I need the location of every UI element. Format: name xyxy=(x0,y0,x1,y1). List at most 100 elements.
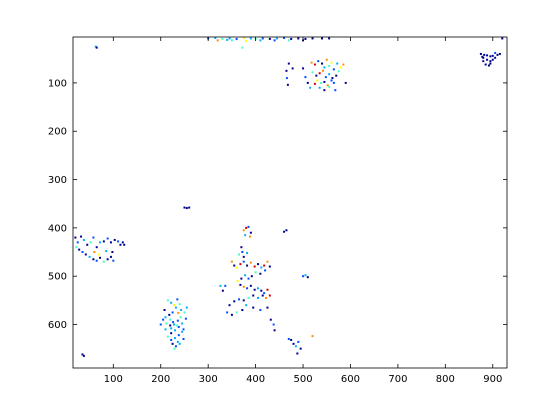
data-point xyxy=(487,64,490,67)
x-tick-label: 200 xyxy=(151,374,170,385)
data-point xyxy=(165,322,168,325)
data-point xyxy=(323,89,326,92)
data-point xyxy=(254,271,257,274)
data-point xyxy=(342,63,345,66)
data-point xyxy=(235,311,238,314)
data-point xyxy=(183,311,186,314)
data-point xyxy=(113,238,116,241)
data-point xyxy=(245,226,248,229)
data-point xyxy=(483,53,486,56)
data-point xyxy=(173,347,176,350)
data-point xyxy=(230,260,233,263)
data-point xyxy=(263,264,266,267)
data-point xyxy=(286,83,289,86)
data-point xyxy=(238,298,241,301)
data-point xyxy=(105,250,108,253)
data-point xyxy=(219,284,222,287)
data-point xyxy=(235,37,238,40)
data-point xyxy=(494,51,497,54)
data-point xyxy=(241,46,244,49)
data-point xyxy=(249,231,252,234)
data-point xyxy=(240,277,243,280)
data-point xyxy=(252,306,255,309)
data-point xyxy=(177,325,180,328)
data-point xyxy=(88,255,91,258)
x-tick-label: 700 xyxy=(388,374,407,385)
data-point xyxy=(171,311,174,314)
data-point xyxy=(247,225,250,228)
data-point xyxy=(240,246,243,249)
data-point xyxy=(498,52,501,55)
data-point xyxy=(117,240,120,243)
data-point xyxy=(242,299,245,302)
data-point xyxy=(335,74,338,77)
data-point xyxy=(164,328,167,331)
y-axis: 100 200 300 400 500 600 xyxy=(48,78,507,331)
data-point xyxy=(170,332,173,335)
data-point xyxy=(185,207,188,210)
data-point xyxy=(496,53,499,56)
data-point xyxy=(179,316,182,319)
data-point xyxy=(166,299,169,302)
data-point xyxy=(181,330,184,333)
data-point xyxy=(84,253,87,256)
data-point xyxy=(226,311,229,314)
data-point xyxy=(245,39,248,42)
data-point xyxy=(95,246,98,249)
data-point xyxy=(296,352,299,355)
data-point xyxy=(291,67,294,70)
data-point xyxy=(169,324,172,327)
data-point xyxy=(249,261,252,264)
data-point xyxy=(273,329,276,332)
data-point xyxy=(176,319,179,322)
data-point xyxy=(304,76,307,79)
data-point xyxy=(248,235,251,238)
data-point xyxy=(302,67,305,70)
data-point xyxy=(182,338,185,341)
data-point xyxy=(252,294,255,297)
data-point xyxy=(326,84,329,87)
data-point xyxy=(323,66,326,69)
data-point xyxy=(102,260,105,263)
data-point xyxy=(238,253,241,256)
data-point xyxy=(294,345,297,348)
x-tick-label: 600 xyxy=(341,374,360,385)
data-point xyxy=(170,327,173,330)
data-point xyxy=(259,272,262,275)
data-point xyxy=(109,241,112,244)
data-point xyxy=(178,342,181,345)
data-point xyxy=(260,289,263,292)
data-point xyxy=(273,39,276,42)
data-point xyxy=(106,258,109,261)
data-point xyxy=(339,66,342,69)
data-point xyxy=(169,318,172,321)
data-point xyxy=(228,304,231,307)
data-point xyxy=(245,304,248,307)
data-point xyxy=(246,287,249,290)
data-point xyxy=(214,36,217,39)
data-point xyxy=(106,237,109,240)
data-point xyxy=(272,323,275,326)
data-point xyxy=(328,37,331,40)
data-point xyxy=(230,39,233,42)
data-point xyxy=(328,85,331,88)
data-point xyxy=(170,301,173,304)
data-point xyxy=(306,276,309,279)
y-tick-label: 100 xyxy=(48,78,67,89)
data-point xyxy=(173,329,176,332)
data-point xyxy=(261,294,264,297)
data-point xyxy=(287,338,290,341)
data-point xyxy=(233,264,236,267)
data-point xyxy=(317,60,320,63)
data-point xyxy=(315,74,318,77)
data-point xyxy=(246,252,249,254)
data-point xyxy=(297,37,300,40)
cluster-upper-cluster xyxy=(285,58,347,92)
data-point xyxy=(321,37,324,40)
data-point xyxy=(337,70,340,73)
data-point xyxy=(285,69,288,72)
data-point xyxy=(269,318,272,321)
cluster-small-dash xyxy=(183,206,191,210)
data-point xyxy=(99,241,102,244)
data-point xyxy=(185,306,188,309)
